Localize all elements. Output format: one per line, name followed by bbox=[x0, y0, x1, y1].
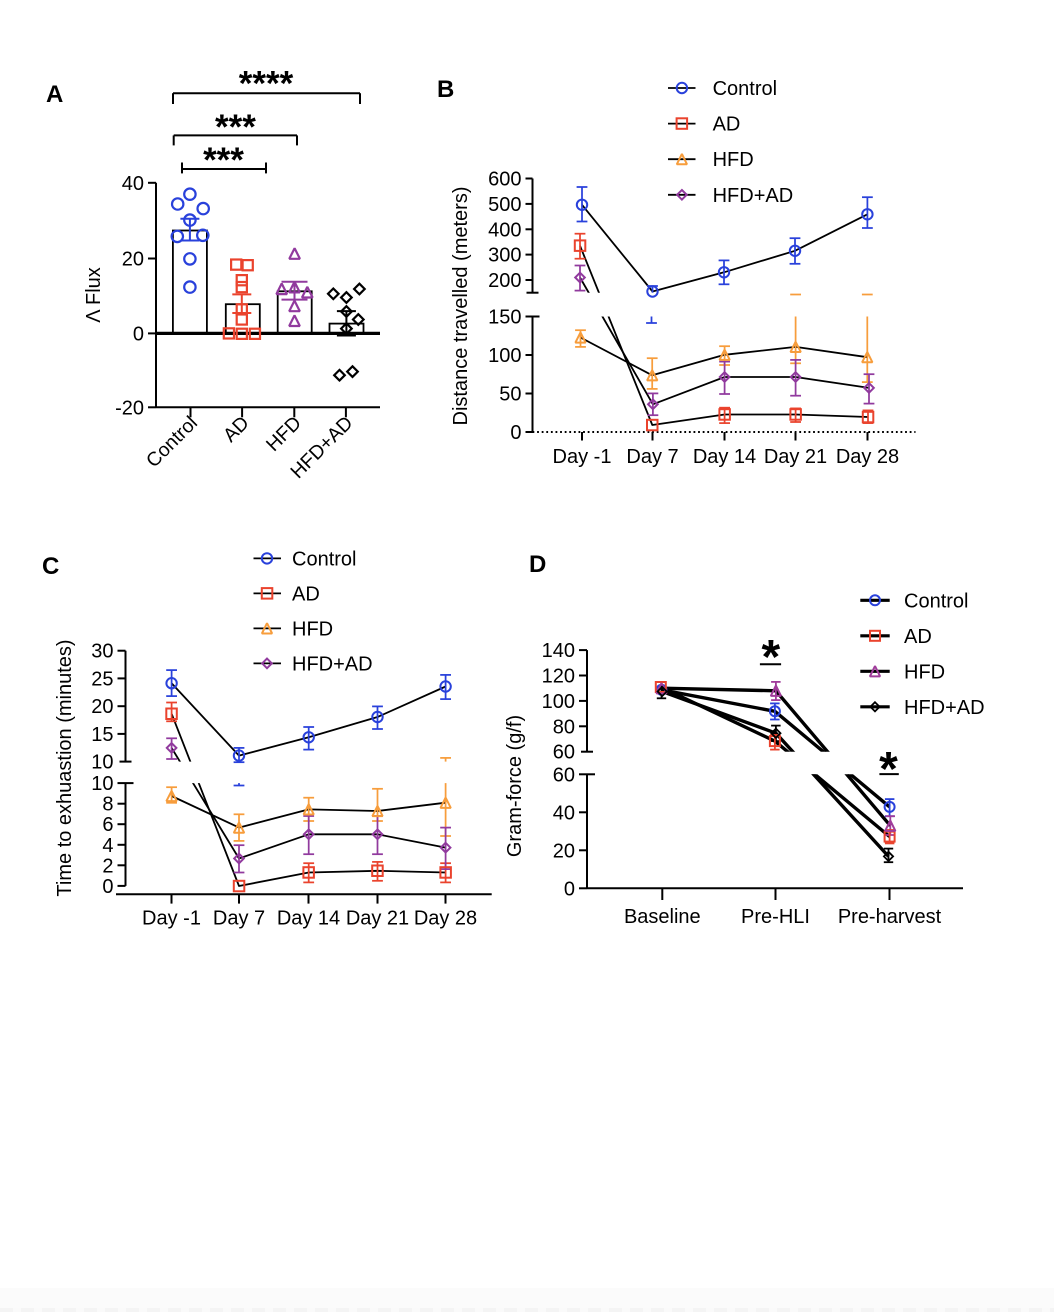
svg-text:6: 6 bbox=[102, 814, 113, 836]
svg-text:Day 21: Day 21 bbox=[346, 908, 409, 930]
svg-text:Control: Control bbox=[142, 412, 202, 472]
svg-text:0: 0 bbox=[510, 422, 521, 444]
svg-text:HFD+AD: HFD+AD bbox=[904, 697, 985, 719]
svg-text:Control: Control bbox=[713, 78, 777, 100]
svg-text:15: 15 bbox=[91, 724, 113, 746]
svg-text:AD: AD bbox=[904, 626, 932, 648]
svg-text:0: 0 bbox=[102, 876, 113, 898]
svg-text:HFD+AD: HFD+AD bbox=[713, 185, 794, 207]
svg-text:AD: AD bbox=[219, 412, 254, 447]
svg-text:2: 2 bbox=[102, 855, 113, 877]
svg-text:HFD+AD: HFD+AD bbox=[292, 653, 373, 675]
svg-text:Day 21: Day 21 bbox=[764, 446, 827, 468]
svg-text:Day 14: Day 14 bbox=[277, 908, 340, 930]
svg-text:HFD: HFD bbox=[292, 618, 333, 640]
svg-text:-20: -20 bbox=[115, 397, 144, 419]
svg-text:C: C bbox=[42, 553, 59, 580]
svg-text:400: 400 bbox=[488, 219, 521, 241]
svg-text:20: 20 bbox=[122, 249, 144, 271]
svg-text:500: 500 bbox=[488, 194, 521, 216]
svg-text:60: 60 bbox=[553, 764, 575, 786]
svg-text:*: * bbox=[879, 743, 898, 796]
svg-text:120: 120 bbox=[542, 666, 575, 688]
svg-text:HFD: HFD bbox=[904, 661, 945, 683]
svg-text:40: 40 bbox=[553, 802, 575, 824]
svg-text:Day 28: Day 28 bbox=[836, 446, 899, 468]
svg-text:20: 20 bbox=[91, 696, 113, 718]
svg-text:B: B bbox=[437, 76, 454, 103]
svg-text:Pre-harvest: Pre-harvest bbox=[838, 906, 942, 928]
svg-text:HFD: HFD bbox=[713, 149, 754, 171]
svg-text:***: *** bbox=[215, 108, 256, 147]
svg-text:Time to exhuastion (minutes): Time to exhuastion (minutes) bbox=[54, 639, 76, 896]
svg-text:140: 140 bbox=[542, 640, 575, 662]
svg-text:D: D bbox=[529, 551, 546, 578]
svg-text:10: 10 bbox=[91, 752, 113, 774]
svg-text:Day -1: Day -1 bbox=[142, 908, 201, 930]
svg-text:Pre-HLI: Pre-HLI bbox=[741, 906, 810, 928]
svg-text:25: 25 bbox=[91, 668, 113, 690]
svg-text:Gram-force (g/f): Gram-force (g/f) bbox=[504, 715, 526, 857]
svg-text:Day 28: Day 28 bbox=[414, 908, 477, 930]
svg-text:20: 20 bbox=[553, 840, 575, 862]
svg-text:HFD: HFD bbox=[262, 412, 306, 456]
svg-text:AD: AD bbox=[713, 114, 741, 136]
svg-text:Day 14: Day 14 bbox=[693, 446, 756, 468]
svg-text:150: 150 bbox=[488, 307, 521, 329]
svg-text:Control: Control bbox=[292, 548, 356, 570]
svg-text:8: 8 bbox=[102, 794, 113, 816]
svg-text:10: 10 bbox=[91, 773, 113, 795]
svg-text:200: 200 bbox=[488, 270, 521, 292]
svg-text:Control: Control bbox=[904, 590, 968, 612]
svg-text:80: 80 bbox=[553, 716, 575, 738]
svg-text:Baseline: Baseline bbox=[624, 906, 701, 928]
svg-text:40: 40 bbox=[122, 173, 144, 195]
svg-text:*: * bbox=[761, 631, 780, 684]
svg-text:Day 7: Day 7 bbox=[213, 908, 265, 930]
svg-text:100: 100 bbox=[488, 345, 521, 367]
svg-text:50: 50 bbox=[499, 384, 521, 406]
svg-text:AD: AD bbox=[292, 583, 320, 605]
svg-text:****: **** bbox=[239, 64, 294, 103]
svg-text:600: 600 bbox=[488, 169, 521, 191]
svg-text:100: 100 bbox=[542, 691, 575, 713]
svg-text:0: 0 bbox=[133, 323, 144, 345]
svg-text:4: 4 bbox=[102, 835, 113, 857]
svg-text:30: 30 bbox=[91, 641, 113, 663]
svg-text:Day 7: Day 7 bbox=[626, 446, 678, 468]
svg-text:A: A bbox=[46, 81, 63, 108]
svg-text:60: 60 bbox=[553, 742, 575, 764]
svg-text:Λ Flux: Λ Flux bbox=[83, 267, 105, 323]
svg-text:Day -1: Day -1 bbox=[553, 446, 612, 468]
svg-text:***: *** bbox=[203, 141, 244, 180]
svg-text:300: 300 bbox=[488, 245, 521, 267]
svg-text:0: 0 bbox=[564, 878, 575, 900]
svg-text:Distance travelled (meters): Distance travelled (meters) bbox=[450, 187, 472, 426]
